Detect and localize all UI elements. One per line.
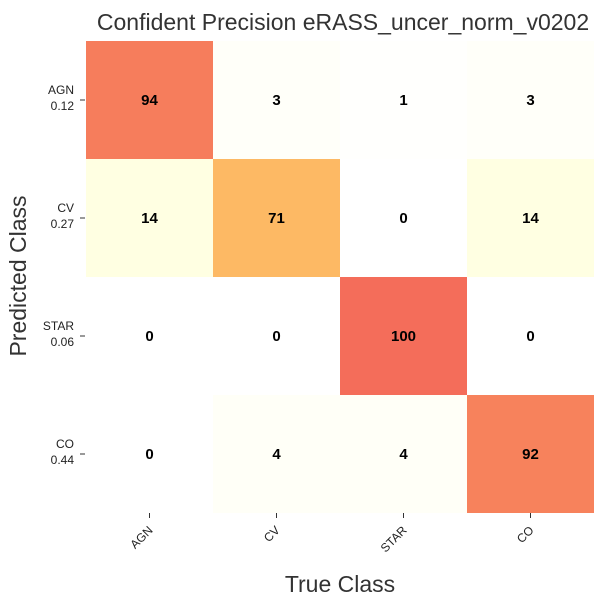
heatmap-cell-agn-star [340,41,467,159]
cell-value-star-star: 100 [391,328,416,345]
cell-value-cv-cv: 71 [268,210,285,227]
heatmap-cell-star-star [340,277,467,395]
x-tick-label-cv: CV [261,523,283,545]
heatmap-cell-co-co [467,395,594,513]
heatmap-cell-agn-co [467,41,594,159]
chart-title: Confident Precision eRASS_uncer_norm_v02… [97,9,589,35]
cell-value-co-star: 4 [399,446,408,463]
cell-value-agn-agn: 94 [141,92,158,109]
heatmap-cell-labels: 94 3 1 3 14 71 0 14 0 0 100 0 0 4 4 92 [141,92,539,463]
cell-value-star-co: 0 [526,328,534,345]
heatmap-cell-star-cv [213,277,340,395]
x-axis-ticks: AGN CV STAR CO [127,513,537,555]
y-tick-sublabel-star: 0.06 [51,335,75,349]
x-axis-label: True Class [285,571,395,597]
heatmap-cell-co-star [340,395,467,513]
y-tick-sublabel-co: 0.44 [51,453,75,467]
cell-value-agn-star: 1 [399,92,407,109]
y-tick-label-agn: AGN [48,83,74,97]
heatmap-cell-agn-agn [86,41,213,159]
heatmap-cell-cv-co [467,159,594,277]
cell-value-star-agn: 0 [145,328,153,345]
heatmap-cell-co-agn [86,395,213,513]
x-tick-label-star: STAR [378,523,410,555]
cell-value-co-co: 92 [522,446,539,463]
heatmap-cell-cv-agn [86,159,213,277]
y-axis-label: Predicted Class [5,195,31,356]
cell-value-cv-agn: 14 [141,210,158,227]
y-tick-sublabel-cv: 0.27 [51,217,75,231]
x-tick-label-co: CO [514,523,537,546]
y-axis-ticks: AGN 0.12 CV 0.27 STAR 0.06 CO 0.44 [43,83,85,467]
cell-value-agn-cv: 3 [272,92,280,109]
y-tick-sublabel-agn: 0.12 [51,99,75,113]
cell-value-co-agn: 0 [145,446,153,463]
heatmap-cell-co-cv [213,395,340,513]
heatmap-cell-cv-cv [213,159,340,277]
heatmap-cell-star-co [467,277,594,395]
cell-value-star-cv: 0 [272,328,280,345]
y-tick-label-cv: CV [57,201,74,215]
cell-value-co-cv: 4 [272,446,281,463]
heatmap-cell-agn-cv [213,41,340,159]
x-tick-label-agn: AGN [127,523,155,551]
cell-value-agn-co: 3 [526,92,534,109]
heatmap-cells [86,41,594,513]
heatmap-cell-cv-star [340,159,467,277]
y-tick-label-co: CO [56,437,74,451]
heatmap-cell-star-agn [86,277,213,395]
cell-value-cv-star: 0 [399,210,407,227]
cell-value-cv-co: 14 [522,210,539,227]
y-tick-label-star: STAR [43,319,74,333]
